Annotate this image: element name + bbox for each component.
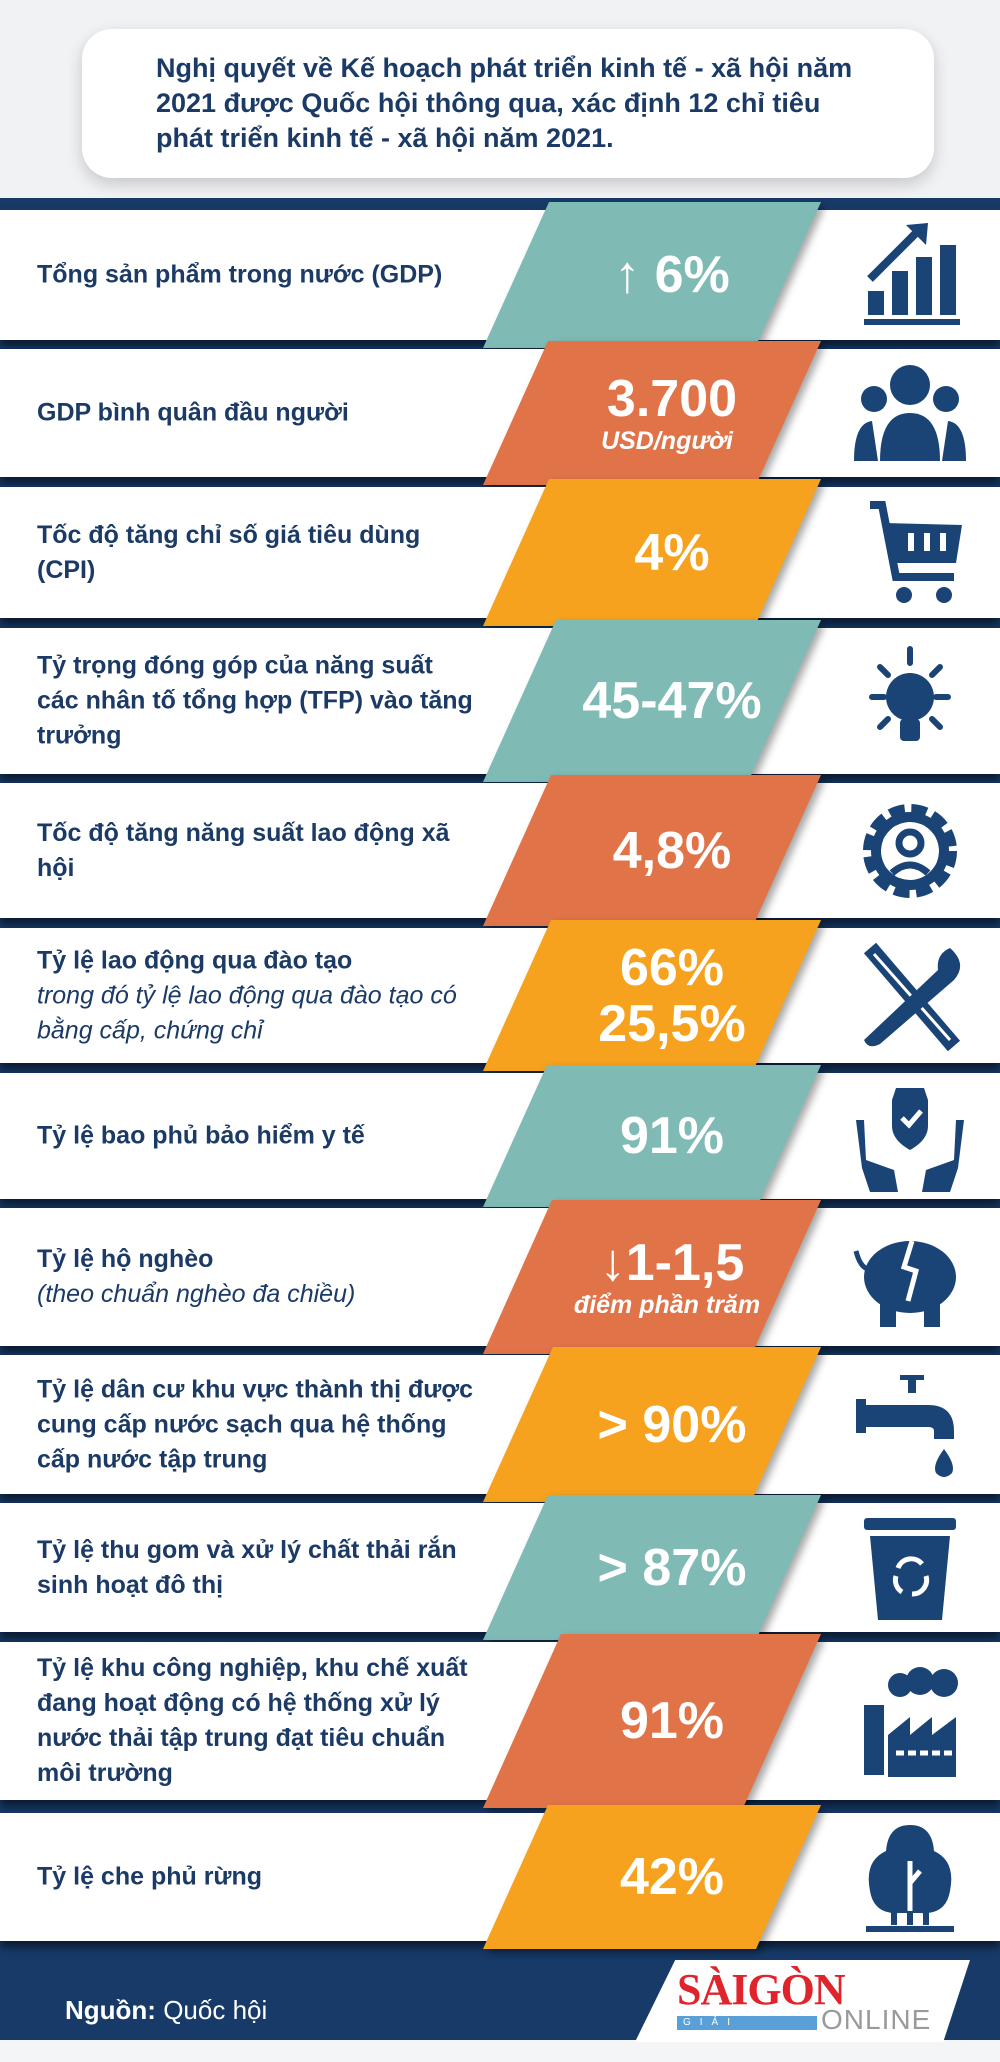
logo-online: ONLINE xyxy=(821,2004,932,2035)
indicator-label: Tỷ lệ che phủ rừng xyxy=(37,1860,477,1895)
source-credit: Nguồn: Quốc hội xyxy=(65,1995,267,2026)
value-number: 4% xyxy=(634,523,710,582)
logo-wordmark: SÀIGÒN xyxy=(677,1965,846,2014)
lightbulb-icon xyxy=(850,645,970,757)
indicator-row: Tốc độ tăng chỉ số giá tiêu dùng (CPI) 4% xyxy=(0,479,1000,626)
indicator-label: Tỷ lệ khu công nghiệp, khu chế xuất đang… xyxy=(37,1651,477,1791)
value-parallelogram xyxy=(483,1065,821,1207)
indicator-title: Tỷ lệ thu gom và xử lý chất thải rắn sin… xyxy=(37,1535,457,1599)
indicator-value-badge: 3.700 USD/người xyxy=(483,341,821,485)
indicator-row: Tỷ lệ bao phủ bảo hiểm y tế 91% xyxy=(0,1065,1000,1207)
indicator-label: Tốc độ tăng năng suất lao động xã hội xyxy=(37,816,477,886)
people-group-icon xyxy=(850,357,970,469)
indicator-label: Tỷ trọng đóng góp của năng suất các nhân… xyxy=(37,649,477,754)
indicator-title: Tốc độ tăng chỉ số giá tiêu dùng (CPI) xyxy=(37,520,421,584)
broken-piggy-bank-icon xyxy=(850,1221,970,1333)
indicator-row: Tỷ lệ lao động qua đào tạo trong đó tỷ lệ… xyxy=(0,920,1000,1071)
indicator-row: Tỷ lệ che phủ rừng 42% xyxy=(0,1805,1000,1949)
indicator-value-badge: 91% xyxy=(483,1065,821,1207)
value-parallelogram xyxy=(483,202,821,348)
indicator-title: Tỷ lệ hộ nghèo xyxy=(37,1245,214,1273)
recycle-bin-icon xyxy=(850,1512,970,1624)
indicator-title: Tỷ lệ lao động qua đào tạo xyxy=(37,946,353,974)
value-number: 66% xyxy=(619,938,725,997)
indicator-title: Tỷ lệ dân cư khu vực thành thị được cung… xyxy=(37,1375,474,1473)
indicator-value-badge: 42% xyxy=(483,1805,821,1949)
intro-text: Nghị quyết về Kế hoạch phát triển kinh t… xyxy=(156,53,853,153)
value-number: 25,5% xyxy=(598,994,746,1053)
indicator-label: Tỷ lệ bao phủ bảo hiểm y tế xyxy=(37,1119,477,1154)
value-number: > 90% xyxy=(597,1395,747,1454)
value-parallelogram xyxy=(483,1805,821,1949)
indicator-row: Tỷ trọng đóng góp của năng suất các nhân… xyxy=(0,620,1000,782)
tree-icon xyxy=(850,1821,970,1933)
indicator-title: Tỷ lệ bao phủ bảo hiểm y tế xyxy=(37,1121,365,1150)
value-unit: USD/người xyxy=(601,427,733,455)
value-number: 45-47% xyxy=(582,672,762,730)
value-number: 42% xyxy=(619,1848,725,1906)
indicator-value-badge: 66% 25,5% xyxy=(483,920,821,1071)
indicator-title: Tỷ lệ khu công nghiệp, khu chế xuất đang… xyxy=(37,1654,468,1787)
value-number: > 87% xyxy=(597,1538,747,1597)
indicator-title: GDP bình quân đầu người xyxy=(37,398,349,427)
indicator-title: Tốc độ tăng năng suất lao động xã hội xyxy=(37,818,450,882)
logo-subtitle: GIẢI PHÓNG xyxy=(677,2016,817,2042)
source-value: Quốc hội xyxy=(163,1995,268,2025)
indicator-note: (theo chuẩn nghèo đa chiều) xyxy=(37,1280,356,1308)
value-unit: điểm phần trăm xyxy=(573,1291,761,1319)
indicator-value-badge: 4,8% xyxy=(483,775,821,926)
indicator-label: Tỷ lệ lao động qua đào tạo trong đó tỷ lệ… xyxy=(37,943,477,1048)
indicator-label: Tổng sản phẩm trong nước (GDP) xyxy=(37,258,477,293)
value-number: 4,8% xyxy=(612,821,732,880)
indicator-row: Tỷ lệ khu công nghiệp, khu chế xuất đang… xyxy=(0,1634,1000,1808)
indicator-row: Tốc độ tăng năng suất lao động xã hội 4,8… xyxy=(0,775,1000,926)
value-parallelogram xyxy=(483,341,821,485)
value-number: 91% xyxy=(619,1692,725,1750)
bar-chart-growth-icon xyxy=(850,219,970,331)
indicator-label: Tỷ lệ thu gom và xử lý chất thải rắn sin… xyxy=(37,1533,477,1603)
source-label: Nguồn: xyxy=(65,1995,156,2025)
indicator-label: Tốc độ tăng chỉ số giá tiêu dùng (CPI) xyxy=(37,518,477,588)
indicator-row: Tỷ lệ dân cư khu vực thành thị được cung… xyxy=(0,1347,1000,1502)
saigon-giai-phong-logo: SÀIGÒN GIẢI PHÓNG ONLINE xyxy=(635,1960,970,2042)
water-tap-icon xyxy=(850,1369,970,1481)
indicator-title: Tỷ lệ che phủ rừng xyxy=(37,1862,263,1891)
value-parallelogram xyxy=(483,1495,821,1640)
value-number: 3.700 xyxy=(606,370,738,428)
indicator-value-badge: > 90% xyxy=(483,1347,821,1502)
wrench-pencil-icon xyxy=(850,940,970,1052)
indicator-value-badge: 45-47% xyxy=(483,620,821,782)
shopping-cart-icon xyxy=(850,497,970,609)
indicator-label: Tỷ lệ dân cư khu vực thành thị được cung… xyxy=(37,1372,477,1477)
indicator-label: Tỷ lệ hộ nghèo (theo chuẩn nghèo đa chiều… xyxy=(37,1242,477,1312)
indicator-row: Tỷ lệ hộ nghèo (theo chuẩn nghèo đa chiều… xyxy=(0,1200,1000,1354)
indicator-note: trong đó tỷ lệ lao động qua đào tạo có b… xyxy=(37,981,457,1044)
indicator-row: Tỷ lệ thu gom và xử lý chất thải rắn sin… xyxy=(0,1495,1000,1640)
indicator-title: Tổng sản phẩm trong nước (GDP) xyxy=(37,260,443,289)
indicator-value-badge: > 87% xyxy=(483,1495,821,1640)
value-parallelogram xyxy=(483,479,821,626)
bottom-strip xyxy=(0,2040,1000,2062)
indicator-value-badge: 4% xyxy=(483,479,821,626)
indicator-value-badge: ↑ 6% xyxy=(483,202,821,348)
indicator-title: Tỷ trọng đóng góp của năng suất các nhân… xyxy=(37,651,473,750)
value-number: ↓1-1,5 xyxy=(599,1234,745,1292)
indicator-value-badge: 91% xyxy=(483,1634,821,1808)
hands-shield-icon xyxy=(850,1080,970,1192)
gear-person-icon xyxy=(850,795,970,907)
intro-card: Nghị quyết về Kế hoạch phát triển kinh t… xyxy=(82,29,934,178)
value-number: 91% xyxy=(619,1107,725,1165)
factory-icon xyxy=(850,1665,970,1777)
value-number: ↑ 6% xyxy=(614,246,730,304)
indicator-row: Tổng sản phẩm trong nước (GDP) ↑ 6% xyxy=(0,202,1000,348)
indicator-row: GDP bình quân đầu người 3.700 USD/người xyxy=(0,341,1000,485)
indicator-value-badge: ↓1-1,5 điểm phần trăm xyxy=(483,1200,821,1354)
indicator-label: GDP bình quân đầu người xyxy=(37,396,477,431)
